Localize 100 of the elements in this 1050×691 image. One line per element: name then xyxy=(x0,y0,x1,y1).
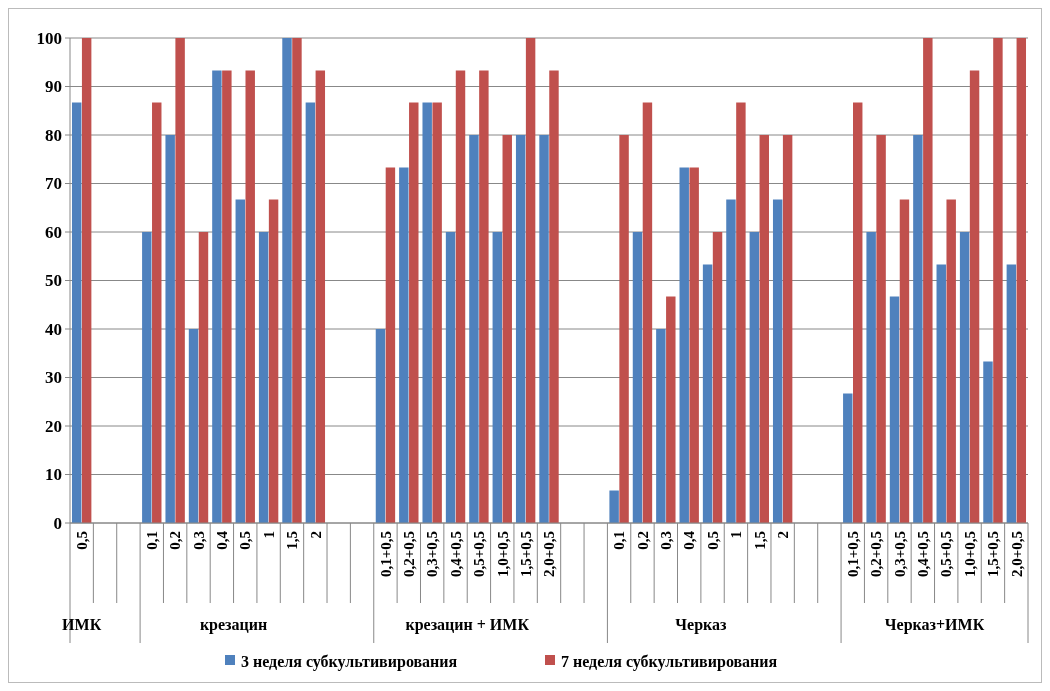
x-tick-label: 2,0+0,5 xyxy=(1008,531,1025,578)
bar xyxy=(315,70,326,523)
bar xyxy=(492,232,503,523)
y-tick-label: 80 xyxy=(45,125,62,145)
bar xyxy=(175,38,185,523)
bar xyxy=(959,232,970,523)
bar xyxy=(876,135,886,523)
bar xyxy=(969,70,980,523)
bar xyxy=(142,232,152,523)
bar xyxy=(292,38,302,523)
y-tick-label: 100 xyxy=(36,28,62,48)
x-tick-label: 2 xyxy=(774,531,791,539)
bar xyxy=(222,70,232,523)
x-tick-label: 1,5 xyxy=(284,531,301,550)
bar xyxy=(165,135,175,523)
bar xyxy=(188,329,199,523)
y-tick-label: 50 xyxy=(45,271,62,291)
bar xyxy=(305,102,316,523)
text: крезацин xyxy=(199,616,268,634)
bar xyxy=(71,102,82,523)
x-tick-label: 0,4+0,5 xyxy=(447,531,464,578)
bar xyxy=(702,264,713,523)
y-tick-label: 30 xyxy=(45,368,62,388)
bar xyxy=(782,135,793,523)
bar xyxy=(759,135,769,523)
x-tick-label: 1,5+0,5 xyxy=(517,531,534,578)
bar xyxy=(936,264,946,523)
y-tick-label: 70 xyxy=(45,174,62,194)
bar xyxy=(399,167,409,523)
x-tick-label: 2 xyxy=(307,531,324,539)
bar xyxy=(666,296,676,523)
text: Черказ xyxy=(675,616,728,634)
text: Черказ+ИМК xyxy=(884,616,985,634)
bar xyxy=(736,102,746,523)
y-tick-label: 10 xyxy=(45,465,62,485)
x-tick-label: 0,1+0,5 xyxy=(377,531,394,578)
x-tick-label: 0,5 xyxy=(73,531,90,550)
x-tick-label: 1 xyxy=(260,531,277,539)
bar xyxy=(539,135,549,523)
bar xyxy=(712,232,723,523)
bar xyxy=(385,167,396,523)
y-tick-label: 60 xyxy=(45,222,62,242)
x-tick-label: 1,0+0,5 xyxy=(494,531,511,578)
bar xyxy=(375,329,386,523)
x-tick-label: 0,4 xyxy=(681,530,698,550)
bar xyxy=(81,38,92,523)
bar xyxy=(455,70,466,523)
x-tick-label: 0,5 xyxy=(704,531,721,550)
x-tick-label: 0,1+0,5 xyxy=(845,531,862,578)
x-tick-label: 0,2 xyxy=(167,531,184,550)
bar xyxy=(422,102,432,523)
bar xyxy=(983,361,993,523)
bar xyxy=(525,38,536,523)
bar xyxy=(432,102,442,523)
x-tick-label: 1 xyxy=(728,531,745,539)
y-tick-label: 40 xyxy=(45,319,62,339)
x-tick-label: 0,2+0,5 xyxy=(868,531,885,578)
bar xyxy=(656,329,666,523)
bar xyxy=(993,38,1003,523)
x-tick-label: 1,0+0,5 xyxy=(961,531,978,578)
x-tick-label: 0,2 xyxy=(634,531,651,550)
bar xyxy=(268,199,279,523)
bar xyxy=(212,70,222,523)
bar xyxy=(258,232,269,523)
bar xyxy=(853,102,863,523)
x-tick-label: 0,2+0,5 xyxy=(401,531,418,578)
bar xyxy=(632,232,643,523)
bar xyxy=(913,135,923,523)
x-tick-label: 1,5+0,5 xyxy=(985,531,1002,578)
bar xyxy=(889,296,900,523)
bar xyxy=(502,135,512,523)
bar xyxy=(282,38,292,523)
x-tick-label: 0,4 xyxy=(214,530,231,550)
bar xyxy=(923,38,933,523)
bar xyxy=(1016,38,1027,523)
x-tick-label: 2,0+0,5 xyxy=(541,531,558,578)
x-tick-label: 0,1 xyxy=(144,531,161,550)
bar xyxy=(749,232,760,523)
text: крезацин + ИМК xyxy=(405,616,530,634)
bar xyxy=(409,102,419,523)
bar xyxy=(689,167,699,523)
bar xyxy=(619,135,629,523)
x-tick-label: 0,4+0,5 xyxy=(915,531,932,578)
bar xyxy=(235,199,245,523)
bar xyxy=(843,393,853,523)
bar xyxy=(946,199,956,523)
bar xyxy=(549,70,559,523)
x-tick-label: 0,3+0,5 xyxy=(424,531,441,578)
bar xyxy=(198,232,209,523)
bar xyxy=(866,232,876,523)
bar xyxy=(479,70,489,523)
y-tick-label: 0 xyxy=(53,513,62,533)
x-tick-label: 0,5+0,5 xyxy=(938,531,955,578)
x-tick-label: 0,5 xyxy=(237,531,254,550)
bar xyxy=(642,102,653,523)
legend-label: 3 неделя субкультивирования xyxy=(241,652,458,671)
x-tick-label: 0,5+0,5 xyxy=(471,531,488,578)
bar xyxy=(152,102,162,523)
y-tick-label: 20 xyxy=(45,416,62,436)
x-tick-label: 0,1 xyxy=(611,531,628,550)
